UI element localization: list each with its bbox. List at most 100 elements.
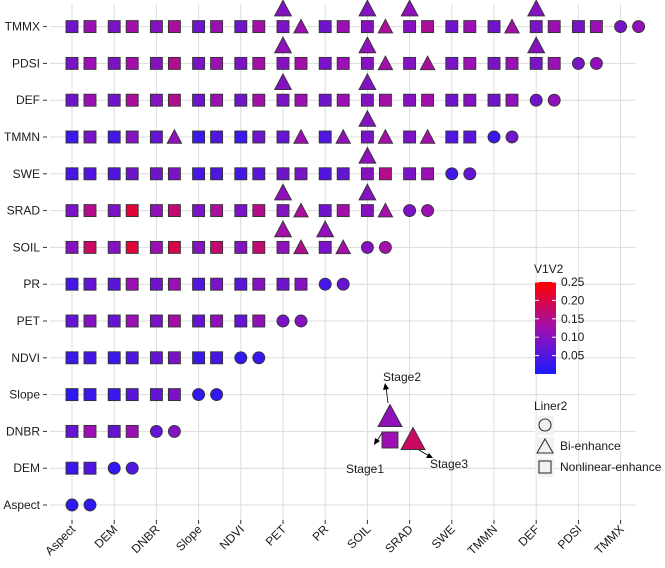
cell-glyph: [358, 72, 392, 107]
stage3-mark: [463, 20, 477, 34]
cell-glyph: [107, 461, 139, 475]
cell-glyph: [149, 56, 181, 70]
stage1-mark: [360, 130, 374, 144]
stage3-mark: [294, 56, 308, 70]
stage3-mark: [419, 128, 436, 144]
cell-glyph: [403, 55, 436, 71]
y-tick-label: SRAD: [7, 204, 41, 218]
stage3-mark: [505, 56, 519, 70]
cell-glyph: [487, 56, 519, 70]
stage2-example-mark: [377, 403, 403, 427]
cell-glyph: [358, 146, 392, 181]
stage3-mark: [547, 93, 561, 107]
stage3-mark: [210, 20, 224, 34]
stage3-mark: [83, 93, 97, 107]
stage1-mark: [318, 130, 332, 144]
stage3-mark: [335, 239, 352, 255]
stage3-mark: [83, 461, 97, 475]
stage3-mark: [505, 93, 519, 107]
stage1-mark: [234, 130, 248, 144]
stage2-mark: [527, 36, 546, 54]
stage1-mark: [65, 277, 79, 291]
stage1-mark: [149, 240, 163, 254]
stage1-mark: [445, 167, 459, 181]
stage3-mark: [210, 93, 224, 107]
data-marks: [65, 0, 646, 512]
stage3-mark: [252, 277, 266, 291]
stage3-mark: [252, 240, 266, 254]
stage1-mark: [318, 20, 332, 34]
y-tick-label: SOIL: [13, 240, 41, 254]
stage1-mark: [107, 130, 121, 144]
cell-glyph: [403, 204, 435, 218]
stage1-mark: [234, 56, 248, 70]
stage1-mark: [360, 204, 374, 218]
stage1-mark: [360, 240, 374, 254]
cell-glyph: [358, 36, 394, 71]
cell-glyph: [527, 36, 561, 70]
cell-glyph: [234, 240, 266, 254]
stage3-mark: [252, 204, 266, 218]
stage3-mark: [419, 55, 436, 71]
stage1-mark: [107, 93, 121, 107]
shape-legend: Liner2 Bi-enhance Nonlinear-enhance: [534, 399, 662, 477]
stage3-mark: [589, 20, 603, 34]
cell-glyph: [192, 351, 224, 365]
stage1-mark: [107, 424, 121, 438]
stage3-mark: [294, 277, 308, 291]
stage1-mark: [318, 56, 332, 70]
y-tick-label: PET: [17, 314, 41, 328]
stage3-mark: [210, 314, 224, 328]
stage1-mark: [149, 93, 163, 107]
stage1-mark: [403, 167, 417, 181]
stage3-mark: [167, 93, 181, 107]
cell-glyph: [192, 277, 224, 291]
stage1-mark: [403, 204, 417, 218]
stage-annotation: Stage1 Stage2 Stage3: [346, 370, 468, 476]
y-tick-label: NDVI: [11, 351, 40, 365]
cell-glyph: [571, 56, 603, 70]
cell-glyph: [65, 167, 97, 181]
stage3-mark: [166, 128, 183, 144]
cell-glyph: [403, 128, 436, 144]
cell-glyph: [149, 240, 181, 254]
stage1-mark: [149, 56, 163, 70]
y-axis-labels: Aspect DEM DNBR Slope NDVI PET PR SOIL SRAD SWE TM…: [3, 20, 47, 512]
y-tick-label: Slope: [9, 388, 40, 402]
stage2-mark: [358, 0, 377, 17]
stage3-mark: [252, 130, 266, 144]
stage3-mark: [293, 202, 309, 218]
color-legend-bar: [535, 282, 556, 374]
stage1-mark: [234, 277, 248, 291]
y-tick-label: DEF: [16, 93, 40, 107]
stage2-mark: [273, 220, 293, 238]
cell-glyph: [276, 128, 309, 144]
stage3-mark: [421, 20, 435, 34]
stage3-mark: [125, 461, 139, 475]
cell-glyph: [192, 56, 224, 70]
y-tick-label: SWE: [13, 167, 40, 181]
stage3-mark: [167, 56, 181, 70]
stage1-mark: [529, 56, 543, 70]
stage3-mark: [589, 56, 603, 70]
stage3-mark: [83, 388, 97, 402]
stage1-mark: [65, 204, 79, 218]
stage3-label: Stage3: [430, 457, 468, 471]
cell-glyph: [403, 167, 435, 181]
stage1-mark: [107, 204, 121, 218]
stage1-mark: [234, 204, 248, 218]
stage3-mark: [167, 204, 181, 218]
stage1-mark: [276, 204, 290, 218]
color-legend-tick-label: 0.20: [561, 293, 585, 307]
stage3-mark: [335, 128, 352, 144]
stage3-mark: [167, 351, 181, 365]
stage3-mark: [378, 93, 392, 107]
stage1-mark: [65, 240, 79, 254]
stage3-mark: [83, 498, 97, 512]
cell-glyph: [65, 240, 97, 254]
stage3-mark: [167, 167, 181, 181]
stage3-mark: [125, 20, 139, 34]
cell-glyph: [273, 36, 308, 70]
color-legend: V1V2 0.25 0.20 0.15 0.10 0.05: [534, 262, 585, 374]
cell-glyph: [487, 130, 519, 144]
